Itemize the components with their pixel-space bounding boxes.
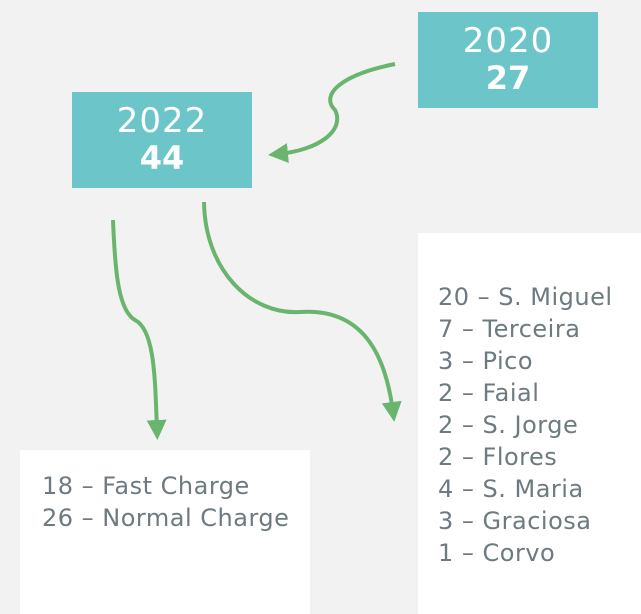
box-2020: 2020 27 xyxy=(418,12,598,108)
year: 2020 xyxy=(462,21,554,61)
island-item: 3 – Graciosa xyxy=(438,507,592,535)
island-item: 2 – Flores xyxy=(438,443,558,471)
arrow-2020-2022 xyxy=(268,62,396,164)
charge-panel: 18 – Fast Charge 26 – Normal Charge xyxy=(20,450,310,614)
island-item: 1 – Corvo xyxy=(438,539,556,567)
arrow-islands xyxy=(202,201,402,422)
year: 2022 xyxy=(116,101,208,141)
islands-panel: 20 – S. Miguel 7 – Terceira 3 – Pico 2 – Fa… xyxy=(418,233,641,614)
arrow-charge xyxy=(111,219,167,440)
island-item: 2 – Faial xyxy=(438,379,540,407)
island-item: 4 – S. Maria xyxy=(438,475,584,503)
island-item: 2 – S. Jorge xyxy=(438,411,579,439)
charge-item: 26 – Normal Charge xyxy=(42,504,290,532)
island-item: 7 – Terceira xyxy=(438,315,581,343)
count: 44 xyxy=(139,139,185,177)
charge-item: 18 – Fast Charge xyxy=(42,472,250,500)
count: 27 xyxy=(485,59,531,97)
box-2022: 2022 44 xyxy=(72,92,252,188)
island-item: 3 – Pico xyxy=(438,347,534,375)
island-item: 20 – S. Miguel xyxy=(438,283,613,311)
